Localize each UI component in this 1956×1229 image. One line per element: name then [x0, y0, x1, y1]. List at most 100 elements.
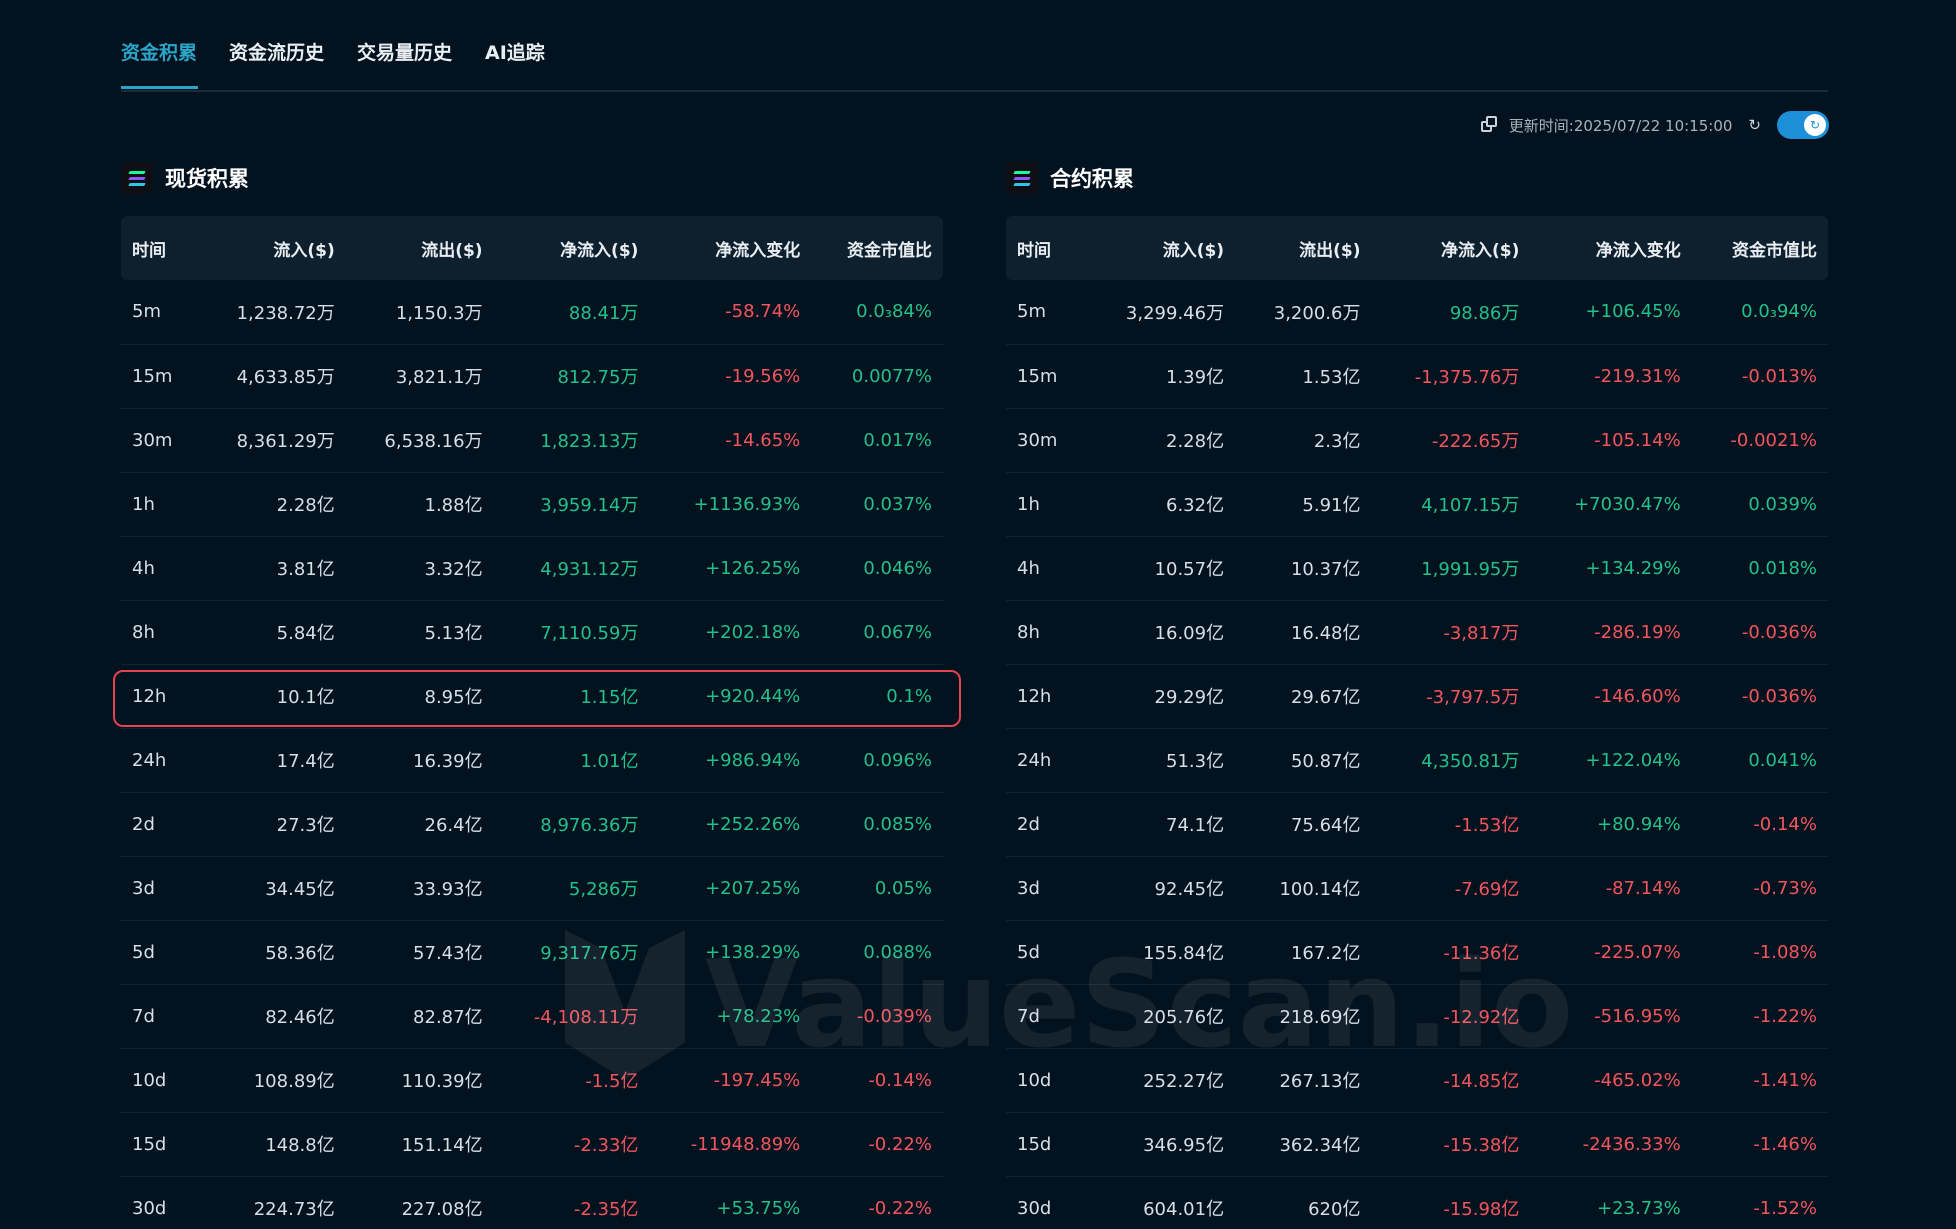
mcap-ratio-cell: 0.067% [863, 621, 932, 643]
net-change-cell: +126.25% [705, 557, 801, 579]
time-cell: 10d [1017, 1069, 1052, 1091]
outflow-cell: 16.48亿 [1290, 623, 1361, 644]
spot-table: 时间 流入($) 流出($) 净流入($) 净流入变化 资金市值比 5m 1,23… [121, 216, 943, 1229]
net-inflow-cell: 1,991.95万 [1421, 559, 1520, 580]
tab-fund-flow-history[interactable]: 资金流历史 [229, 42, 325, 64]
outflow-cell: 3,821.1万 [395, 367, 483, 388]
table-row: 24h 17.4亿 16.39亿 1.01亿 +986.94% 0.096% [121, 728, 943, 792]
inflow-cell: 6.32亿 [1166, 495, 1225, 516]
table-row: 3d 34.45亿 33.93亿 5,286万 +207.25% 0.05% [121, 856, 943, 920]
net-inflow-cell: -3,797.5万 [1426, 687, 1520, 708]
spot-panel: 现货积累 时间 流入($) 流出($) 净流入($) 净流入变化 资金市值比 5… [121, 160, 943, 1229]
time-cell: 5m [132, 301, 161, 323]
refresh-icon[interactable]: ↻ [1748, 116, 1761, 134]
table-row: 30m 8,361.29万 6,538.16万 1,823.13万 -14.65% 0.0… [121, 408, 943, 472]
outflow-cell: 1.88亿 [424, 495, 483, 516]
outflow-cell: 10.37亿 [1290, 559, 1361, 580]
net-inflow-cell: -1.53亿 [1454, 815, 1520, 836]
col-net-inflow: 净流入($) [560, 240, 639, 261]
tab-volume-history[interactable]: 交易量历史 [357, 42, 453, 64]
outflow-cell: 1.53亿 [1302, 367, 1361, 388]
auto-refresh-toggle[interactable]: ↻ [1777, 111, 1829, 139]
table-row: 1h 2.28亿 1.88亿 3,959.14万 +1136.93% 0.037% [121, 472, 943, 536]
net-inflow-cell: 7,110.59万 [540, 623, 639, 644]
col-net-change: 净流入变化 [1595, 240, 1681, 261]
inflow-cell: 224.73亿 [253, 1199, 335, 1220]
outflow-cell: 5.91亿 [1302, 495, 1361, 516]
time-cell: 12h [132, 685, 167, 707]
copy-icon[interactable] [1480, 116, 1499, 134]
inflow-cell: 29.29亿 [1154, 687, 1225, 708]
time-cell: 15m [132, 365, 173, 387]
mcap-ratio-cell: 0.1% [886, 685, 932, 707]
inflow-cell: 51.3亿 [1166, 751, 1225, 772]
net-inflow-cell: 1.01亿 [580, 751, 639, 772]
time-cell: 3d [1017, 877, 1040, 899]
solana-icon [121, 162, 153, 194]
col-time: 时间 [1017, 240, 1051, 261]
time-cell: 24h [132, 749, 167, 771]
net-inflow-cell: 98.86万 [1449, 302, 1520, 324]
mcap-ratio-cell: 0.017% [863, 429, 932, 451]
time-cell: 15d [1017, 1133, 1052, 1155]
net-change-cell: +53.75% [716, 1197, 801, 1219]
mcap-ratio-cell: -1.52% [1753, 1197, 1817, 1219]
net-inflow-cell: -2.35亿 [573, 1199, 639, 1220]
mcap-ratio-cell: -0.22% [868, 1133, 932, 1155]
table-row: 10d 252.27亿 267.13亿 -14.85亿 -465.02% -1.41% [1006, 1048, 1828, 1112]
outflow-cell: 29.67亿 [1290, 687, 1361, 708]
col-mcap-ratio: 资金市值比 [1732, 240, 1817, 261]
mcap-ratio-cell: -1.46% [1753, 1133, 1817, 1155]
net-change-cell: +122.04% [1585, 749, 1681, 771]
outflow-cell: 5.13亿 [424, 623, 483, 644]
outflow-cell: 6,538.16万 [384, 431, 483, 452]
col-inflow: 流入($) [1162, 240, 1225, 261]
outflow-cell: 57.43亿 [413, 943, 483, 964]
net-change-cell: +78.23% [716, 1005, 801, 1027]
net-inflow-cell: 4,931.12万 [540, 559, 639, 580]
inflow-cell: 58.36亿 [265, 943, 335, 964]
inflow-cell: 346.95亿 [1143, 1135, 1225, 1156]
outflow-cell: 167.2亿 [1290, 943, 1361, 964]
inflow-cell: 34.45亿 [265, 879, 335, 900]
toggle-knob-icon: ↻ [1804, 114, 1826, 136]
col-net-change: 净流入变化 [715, 240, 801, 261]
net-change-cell: -146.60% [1594, 685, 1681, 707]
time-cell: 7d [1017, 1005, 1040, 1027]
outflow-cell: 50.87亿 [1290, 751, 1361, 772]
tab-fund-accumulation[interactable]: 资金积累 [121, 42, 198, 64]
tab-ai-tracking[interactable]: AI追踪 [485, 42, 545, 64]
mcap-ratio-cell: 0.0₃84% [856, 301, 932, 323]
time-cell: 4h [1017, 557, 1040, 579]
table-row: 2d 27.3亿 26.4亿 8,976.36万 +252.26% 0.085% [121, 792, 943, 856]
net-change-cell: -286.19% [1594, 621, 1681, 643]
futures-table: 时间 流入($) 流出($) 净流入($) 净流入变化 资金市值比 5m 3,29… [1006, 216, 1828, 1229]
inflow-cell: 5.84亿 [276, 623, 335, 644]
mcap-ratio-cell: 0.039% [1748, 493, 1817, 515]
table-row: 12h 29.29亿 29.67亿 -3,797.5万 -146.60% -0.036% [1006, 664, 1828, 728]
net-inflow-cell: 3,959.14万 [540, 495, 639, 516]
net-inflow-cell: -4,108.11万 [533, 1007, 639, 1028]
time-cell: 5m [1017, 301, 1046, 323]
mcap-ratio-cell: 0.046% [863, 557, 932, 579]
table-row: 15m 4,633.85万 3,821.1万 812.75万 -19.56% 0.0077… [121, 344, 943, 408]
inflow-cell: 8,361.29万 [236, 431, 335, 452]
mcap-ratio-cell: -0.73% [1753, 877, 1817, 899]
time-cell: 30d [1017, 1197, 1052, 1219]
net-change-cell: -58.74% [725, 301, 801, 323]
net-inflow-cell: -222.65万 [1431, 431, 1520, 452]
time-cell: 2d [132, 813, 155, 835]
net-inflow-cell: -15.98亿 [1443, 1199, 1520, 1220]
mcap-ratio-cell: 0.018% [1748, 557, 1817, 579]
futures-header-row: 时间 流入($) 流出($) 净流入($) 净流入变化 资金市值比 [1006, 216, 1828, 280]
inflow-cell: 1,238.72万 [236, 302, 335, 324]
time-cell: 10d [132, 1069, 167, 1091]
table-row: 8h 16.09亿 16.48亿 -3,817万 -286.19% -0.036% [1006, 600, 1828, 664]
mcap-ratio-cell: -0.22% [868, 1197, 932, 1219]
col-net-inflow: 净流入($) [1440, 240, 1520, 261]
outflow-cell: 16.39亿 [413, 751, 483, 772]
net-change-cell: +138.29% [705, 941, 801, 963]
mcap-ratio-cell: -0.036% [1741, 621, 1817, 643]
outflow-cell: 362.34亿 [1279, 1135, 1361, 1156]
